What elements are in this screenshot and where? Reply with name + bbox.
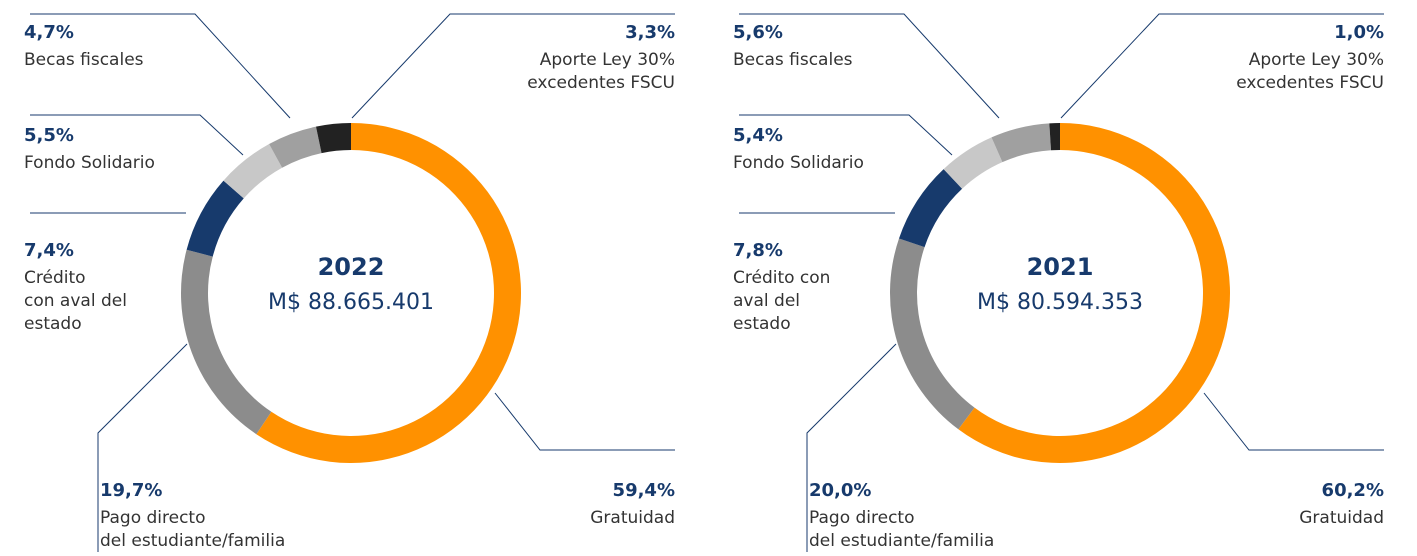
category-label: Pago directo del estudiante/familia [100, 508, 286, 551]
donut-segment [991, 123, 1052, 163]
chart-title: 2022 [318, 253, 385, 281]
leader-line [739, 114, 953, 156]
value-label: 59,4% [612, 480, 675, 501]
donut-segment [898, 169, 963, 248]
leader-line [30, 114, 244, 156]
value-label: 3,3% [625, 22, 675, 43]
donut-segment [186, 180, 244, 257]
value-label: 19,7% [100, 480, 163, 501]
donut-segment [1049, 123, 1060, 151]
donut-segment [890, 238, 975, 430]
category-label: Aporte Ley 30% excedentes FSCU [1236, 50, 1384, 93]
donut-segment [316, 123, 351, 154]
donut-segment [256, 123, 521, 463]
category-label: Pago directo del estudiante/familia [809, 508, 995, 551]
category-label: Gratuidad [590, 508, 675, 528]
leader-line [351, 13, 675, 119]
leader-line [1203, 392, 1384, 451]
category-label: Becas fiscales [24, 50, 144, 70]
value-label: 1,0% [1334, 22, 1384, 43]
value-label: 20,0% [809, 480, 872, 501]
category-label: Fondo Solidario [733, 153, 864, 173]
category-label: Crédito con aval del estado [24, 268, 127, 334]
donut-segment [958, 123, 1230, 463]
leader-line [30, 13, 291, 119]
leader-line [739, 13, 1000, 119]
donut-segment [269, 126, 322, 168]
leader-line [806, 343, 897, 552]
category-label: Fondo Solidario [24, 153, 155, 173]
leader-line [97, 343, 188, 552]
value-label: 4,7% [24, 22, 74, 43]
chart-subtitle: M$ 88.665.401 [268, 290, 434, 315]
category-label: Aporte Ley 30% excedentes FSCU [527, 50, 675, 93]
value-label: 7,4% [24, 240, 74, 261]
category-label: Crédito con aval del estado [733, 268, 831, 334]
donut-segment [223, 144, 283, 199]
leader-line [494, 392, 675, 451]
chart-subtitle: M$ 80.594.353 [977, 290, 1143, 315]
leader-line [1060, 13, 1384, 119]
value-label: 5,6% [733, 22, 783, 43]
category-label: Becas fiscales [733, 50, 853, 70]
value-label: 5,5% [24, 125, 74, 146]
chart-title: 2021 [1027, 253, 1094, 281]
category-label: Gratuidad [1299, 508, 1384, 528]
value-label: 60,2% [1321, 480, 1384, 501]
donut-segment [180, 249, 272, 435]
value-label: 5,4% [733, 125, 783, 146]
donut-segment [943, 137, 1003, 189]
value-label: 7,8% [733, 240, 783, 261]
